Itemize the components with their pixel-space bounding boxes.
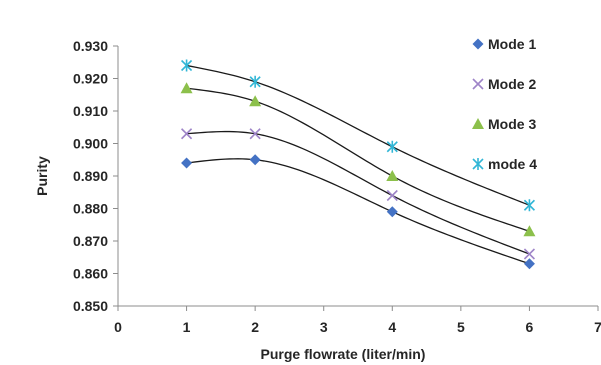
y-tick-label: 0.930 — [73, 38, 108, 54]
data-point-series-2 — [523, 248, 535, 260]
legend-marker-1 — [472, 38, 484, 50]
trendlines — [186, 64, 530, 265]
legend: Mode 1 Mode 2 Mode 3 mode 4 — [472, 36, 537, 172]
data-point-series-4 — [523, 199, 535, 212]
data-point-series-4 — [181, 59, 193, 72]
data-point-series-2 — [249, 128, 261, 140]
y-tick-label: 0.910 — [73, 103, 108, 119]
x-tick-label: 7 — [594, 319, 601, 335]
x-tick-label: 4 — [388, 319, 396, 335]
data-point-series-3 — [180, 82, 193, 94]
legend-label-3: Mode 3 — [488, 116, 536, 132]
data-point-series-2 — [386, 189, 398, 202]
trendline-series-1 — [186, 158, 530, 265]
data-point-series-3 — [386, 170, 399, 181]
data-point-series-1 — [386, 206, 398, 218]
x-tick-label: 1 — [183, 319, 191, 335]
legend-label-2: Mode 2 — [488, 76, 536, 92]
data-point-series-3 — [523, 225, 536, 237]
y-tick-label: 0.860 — [73, 266, 108, 282]
trendline-series-4 — [186, 64, 530, 206]
y-tick-label: 0.870 — [73, 233, 108, 249]
data-point-series-1 — [249, 154, 261, 166]
legend-marker-3 — [472, 118, 484, 129]
data-point-series-2 — [181, 128, 193, 140]
x-axis-title: Purge flowrate (liter/min) — [261, 346, 426, 362]
y-tick-label: 0.850 — [73, 298, 108, 314]
x-tick-label: 6 — [526, 319, 534, 335]
y-tick-label: 0.900 — [73, 136, 108, 152]
trendline-series-2 — [186, 130, 530, 255]
legend-label-4: mode 4 — [488, 156, 537, 172]
data-point-series-1 — [181, 157, 193, 169]
x-tick-label: 5 — [457, 319, 465, 335]
legend-marker-2 — [472, 78, 484, 90]
data-point-series-1 — [523, 258, 535, 270]
x-tick-label: 2 — [251, 319, 259, 335]
trendline-series-3 — [186, 87, 530, 232]
data-point-series-3 — [249, 95, 262, 107]
y-tick-label: 0.920 — [73, 71, 108, 87]
y-tick-label: 0.890 — [73, 168, 108, 184]
legend-label-1: Mode 1 — [488, 36, 536, 52]
y-axis-title: Purity — [34, 156, 50, 196]
data-point-series-4 — [249, 75, 261, 88]
x-tick-label: 3 — [320, 319, 328, 335]
legend-marker-4 — [472, 158, 484, 170]
tick-labels: 0 1 2 3 4 5 6 7 0.850 0.860 0.870 0.880 0.890 0.900 0.… — [73, 38, 601, 335]
y-tick-label: 0.880 — [73, 201, 108, 217]
x-tick-label: 0 — [114, 319, 122, 335]
data-point-series-4 — [386, 140, 398, 153]
data-points — [180, 59, 536, 270]
